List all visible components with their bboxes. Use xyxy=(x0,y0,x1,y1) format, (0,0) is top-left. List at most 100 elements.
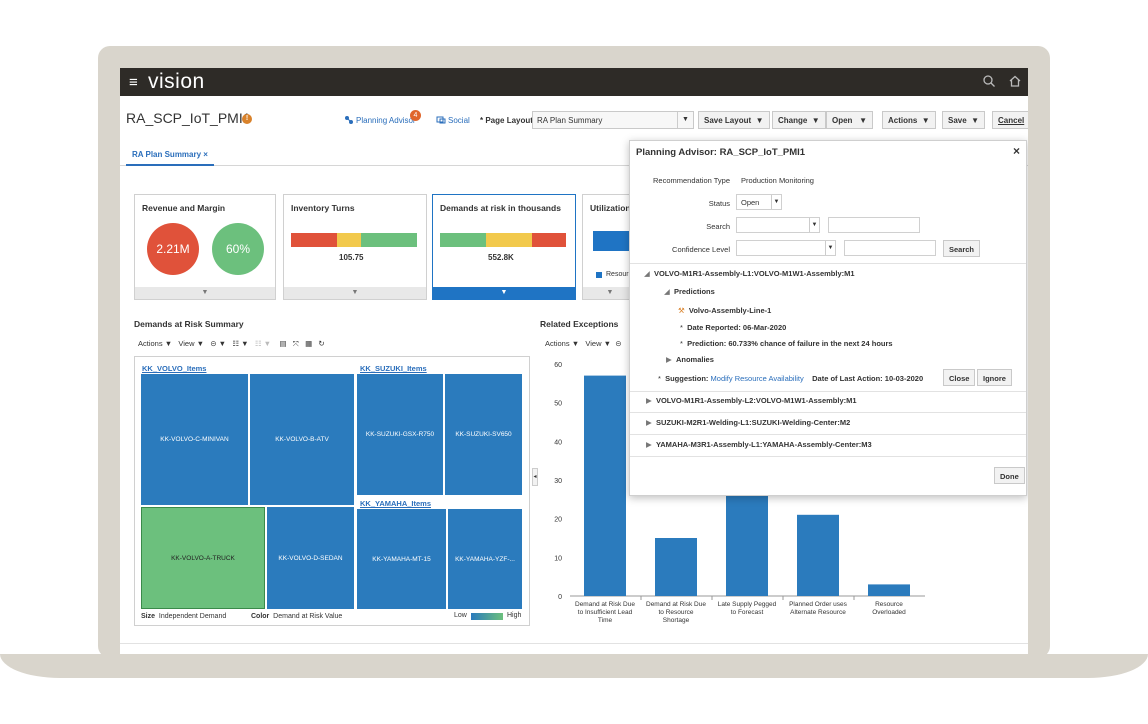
save-button[interactable]: Save ▼ xyxy=(942,111,986,129)
inventory-gauge xyxy=(291,233,417,247)
tree-node-label: VOLVO-M1R1-Assembly-L1:VOLVO-M1W1-Assemb… xyxy=(653,269,855,278)
detach-icon[interactable]: ⤧ xyxy=(292,339,299,348)
save-layout-button[interactable]: Save Layout ▼ xyxy=(698,111,770,129)
divider xyxy=(630,391,1026,392)
refresh-icon[interactable]: ↻ xyxy=(318,339,325,348)
expand-icon[interactable]: ▶ xyxy=(646,440,652,449)
x-tick-label: Late Supply Pegged xyxy=(718,601,777,608)
tree-node-predictions[interactable]: ◢ Predictions xyxy=(664,287,715,296)
chevron-down-icon[interactable]: ▼ xyxy=(677,112,693,128)
tree-node-yamaha[interactable]: ▶ YAMAHA-M3R1-Assembly-L1:YAMAHA-Assembl… xyxy=(646,440,872,449)
bar xyxy=(797,514,839,596)
hamburger-icon[interactable]: ≡ xyxy=(129,74,138,91)
x-tick-label: Resource xyxy=(875,601,903,608)
x-tick-label: Alternate Resource xyxy=(790,609,846,616)
treemap-cell[interactable]: KK-SUZUKI-GSX-R750 xyxy=(357,374,443,495)
inventory-turns-value: 105.75 xyxy=(339,253,364,262)
tree-node-suzuki[interactable]: ▶ SUZUKI-M2R1-Welding-L1:SUZUKI-Welding-… xyxy=(646,418,850,427)
page-header: RA_SCP_IoT_PMI1 ! Planning Advisor 4 Soc… xyxy=(120,102,1028,136)
bullet-icon: * xyxy=(680,339,683,348)
treemap-group-volvo[interactable]: KK_VOLVO_Items xyxy=(142,364,207,373)
revenue-margin-tile[interactable]: Revenue and Margin 2.21M 60% ▼ xyxy=(134,194,276,300)
close-icon[interactable]: × xyxy=(203,150,208,159)
change-button[interactable]: Change ▼ xyxy=(772,111,826,129)
x-tick-label: to Resource xyxy=(658,609,693,616)
x-tick-label: to Insufficient Lead xyxy=(578,609,633,616)
treemap-group-yamaha[interactable]: KK_YAMAHA_Items xyxy=(360,499,431,508)
export-icon[interactable]: ▤ xyxy=(279,339,287,348)
tree-node-label: Anomalies xyxy=(675,355,714,364)
chevron-down-icon[interactable]: ▼ xyxy=(771,195,781,209)
ignore-suggestion-button[interactable]: Ignore xyxy=(977,369,1012,386)
search-attribute-select[interactable]: ▼ xyxy=(736,217,820,233)
treemap-cell[interactable]: KK-YAMAHA-YZF-... xyxy=(448,509,522,609)
home-icon[interactable] xyxy=(1008,74,1022,88)
treemap-cell[interactable]: KK-VOLVO-A-TRUCK xyxy=(141,507,265,609)
treemap-cell[interactable]: KK-VOLVO-B-ATV xyxy=(250,374,354,505)
divider xyxy=(630,434,1026,435)
collapse-icon[interactable]: ◢ xyxy=(644,269,650,278)
x-tick-label: Planned Order uses xyxy=(789,601,848,608)
demands-summary-title: Demands at Risk Summary xyxy=(134,319,244,329)
page-layout-select[interactable]: RA Plan Summary ▼ xyxy=(532,111,694,129)
expand-icon[interactable]: ▶ xyxy=(666,355,672,364)
search-icon[interactable] xyxy=(982,74,996,88)
confidence-level-select[interactable]: ▼ xyxy=(736,240,836,256)
tree-node-volvo-l1[interactable]: ◢ VOLVO-M1R1-Assembly-L1:VOLVO-M1W1-Asse… xyxy=(644,269,855,278)
modify-resource-availability-link[interactable]: Modify Resource Availability xyxy=(710,374,804,383)
actions-menu[interactable]: Actions ▼ xyxy=(545,339,580,348)
expand-icon[interactable]: ▼ xyxy=(583,287,637,299)
expand-icon[interactable]: ▼ xyxy=(433,287,575,299)
search-button[interactable]: Search xyxy=(943,240,981,257)
expand-icon[interactable]: ▼ xyxy=(135,287,275,299)
treemap-group-suzuki[interactable]: KK_SUZUKI_Items xyxy=(360,364,427,373)
actions-menu[interactable]: Actions ▼ xyxy=(138,339,173,348)
hierarchy-icon[interactable]: ☷ ▼ xyxy=(254,339,272,348)
view-menu[interactable]: View ▼ xyxy=(585,339,612,348)
close-suggestion-button[interactable]: Close xyxy=(943,369,976,386)
legend-swatch xyxy=(596,272,602,278)
social-link[interactable]: Social xyxy=(448,116,470,125)
expand-icon[interactable]: ▼ xyxy=(284,287,426,299)
tile-title: Demands at risk in thousands xyxy=(440,203,561,213)
last-action-date: Date of Last Action: 10-03-2020 xyxy=(812,374,924,383)
view-menu[interactable]: View ▼ xyxy=(178,339,205,348)
navigate-icon[interactable]: ⊝ xyxy=(615,339,622,348)
demands-at-risk-tile[interactable]: Demands at risk in thousands 552.8K ▼ xyxy=(432,194,576,300)
planning-advisor-link[interactable]: Planning Advisor xyxy=(356,116,416,125)
treemap-cell[interactable]: KK-VOLVO-D-SEDAN xyxy=(267,507,354,609)
format-icon[interactable]: ☷ ▼ xyxy=(232,339,249,348)
done-button[interactable]: Done xyxy=(994,467,1025,484)
treemap-cell[interactable]: KK-YAMAHA-MT-15 xyxy=(357,509,446,609)
actions-button[interactable]: Actions ▼ xyxy=(882,111,936,129)
margin-circle: 60% xyxy=(212,223,264,275)
demands-gauge xyxy=(440,233,566,247)
confidence-level-label: Confidence Level xyxy=(672,245,730,254)
collapse-icon[interactable]: ◢ xyxy=(664,287,670,296)
chevron-down-icon[interactable]: ▼ xyxy=(825,241,835,255)
tab-ra-plan-summary[interactable]: RA Plan Summary × xyxy=(126,144,214,166)
search-input[interactable] xyxy=(828,217,920,233)
treemap-cell[interactable]: KK-VOLVO-C-MINIVAN xyxy=(141,374,248,505)
close-icon[interactable]: × xyxy=(1012,144,1020,158)
expand-icon[interactable]: ▶ xyxy=(646,396,652,405)
tree-node-label: SUZUKI-M2R1-Welding-L1:SUZUKI-Welding-Ce… xyxy=(655,418,851,427)
y-tick-label: 50 xyxy=(554,401,562,408)
legend-low-label: Low xyxy=(454,612,467,619)
confidence-level-input[interactable] xyxy=(844,240,936,256)
tree-node-label: VOLVO-M1R1-Assembly-L2:VOLVO-M1W1-Assemb… xyxy=(655,396,857,405)
suggestion-label: Suggestion: xyxy=(665,374,709,383)
chevron-down-icon[interactable]: ▼ xyxy=(809,218,819,232)
open-button[interactable]: Open ▼ xyxy=(826,111,874,129)
tree-node-volvo-l2[interactable]: ▶ VOLVO-M1R1-Assembly-L2:VOLVO-M1W1-Asse… xyxy=(646,396,857,405)
treemap-cell[interactable]: KK-SUZUKI-SV650 xyxy=(445,374,522,495)
info-icon[interactable]: ! xyxy=(242,114,252,124)
inventory-turns-tile[interactable]: Inventory Turns 105.75 ▼ xyxy=(283,194,427,300)
tree-node-anomalies[interactable]: ▶ Anomalies xyxy=(666,355,714,364)
splitter-handle[interactable]: ◂ xyxy=(532,468,538,486)
navigate-icon[interactable]: ⊝ ▼ xyxy=(210,339,227,348)
table-icon[interactable]: ▦ xyxy=(305,339,313,348)
expand-icon[interactable]: ▶ xyxy=(646,418,652,427)
cancel-button[interactable]: Cancel xyxy=(992,111,1028,129)
status-select[interactable]: Open ▼ xyxy=(736,194,782,210)
